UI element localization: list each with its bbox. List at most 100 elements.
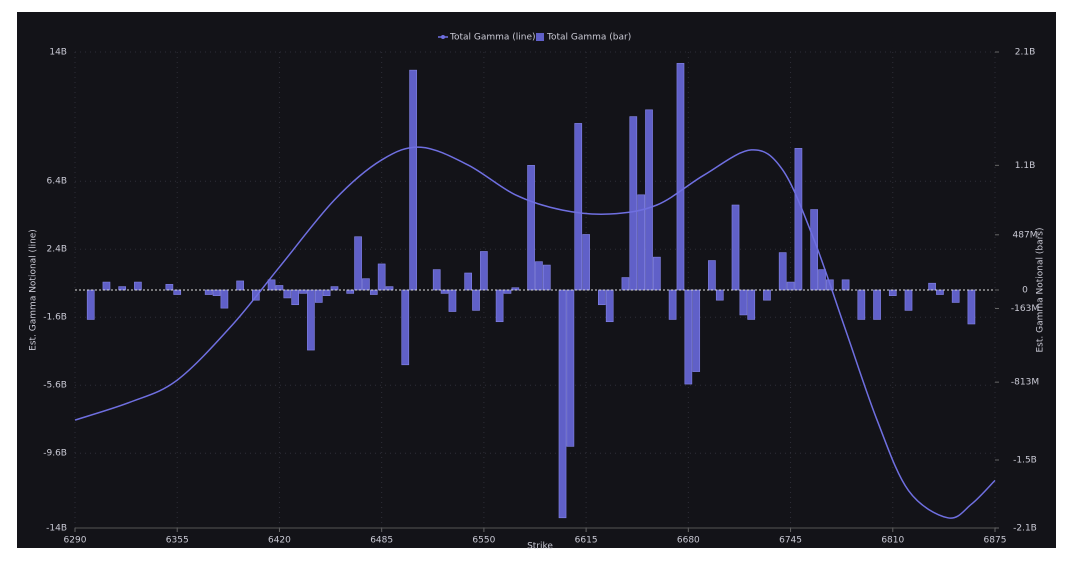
bar (118, 286, 127, 291)
legend-label[interactable]: Total Gamma (bar) (546, 33, 631, 43)
x-tick-label: 6680 (677, 536, 700, 546)
bar (574, 123, 583, 291)
bar (330, 286, 339, 291)
bar (503, 289, 512, 294)
bar (668, 289, 677, 320)
bar (692, 289, 701, 372)
bar (346, 289, 355, 294)
bar (653, 256, 661, 291)
bar (739, 289, 748, 316)
bar (676, 63, 685, 291)
bar (841, 279, 850, 291)
bar (527, 165, 535, 291)
y2-tick-label: -1.5B (1013, 456, 1037, 466)
y-tick-label: -1.6B (43, 313, 67, 323)
bar (629, 116, 638, 291)
x-tick-label: 6810 (881, 536, 904, 546)
bar (362, 278, 370, 291)
bar (967, 289, 976, 325)
y-tick-label: 6.4B (47, 177, 68, 187)
bar (582, 234, 590, 291)
x-tick-label: 6875 (984, 536, 1007, 546)
bar (291, 289, 300, 306)
bar (558, 289, 567, 519)
y2-axis-title: Est. Gamma Notional (bars) (1036, 227, 1046, 352)
bar (432, 269, 441, 291)
bar (951, 289, 960, 303)
bar (275, 285, 284, 291)
bar (267, 279, 276, 291)
bar (818, 269, 826, 291)
y-tick-label: -5.6B (43, 381, 67, 391)
bar (314, 289, 323, 303)
bar (401, 289, 410, 366)
y2-tick-label: 1.1B (1015, 161, 1036, 171)
bar (786, 281, 795, 291)
x-tick-label: 6615 (575, 536, 598, 546)
y2-tick-label: 487M (1013, 230, 1038, 240)
bar (495, 289, 504, 323)
bar (307, 289, 315, 351)
bar (220, 289, 229, 309)
x-tick-label: 6550 (472, 536, 495, 546)
y-tick-label: 14B (49, 48, 67, 58)
bar (165, 284, 174, 291)
y-tick-label: -9.6B (43, 449, 67, 459)
y2-tick-label: -2.1B (1013, 524, 1037, 534)
bar (369, 289, 378, 295)
x-tick-label: 6420 (268, 536, 291, 546)
bar (448, 289, 457, 312)
bar (377, 263, 386, 291)
y2-tick-label: 2.1B (1015, 48, 1036, 58)
legend-swatch[interactable] (536, 33, 544, 41)
bar (936, 289, 944, 295)
bar (810, 209, 818, 291)
bar (597, 289, 606, 306)
x-axis-title: Strike (527, 542, 553, 552)
legend-swatch[interactable] (441, 35, 445, 39)
bar (385, 286, 394, 291)
bar (354, 236, 362, 291)
bar (873, 289, 881, 320)
bar (708, 260, 716, 291)
bar (888, 289, 897, 296)
bar (778, 252, 787, 291)
bar (763, 289, 771, 301)
bar (747, 289, 756, 320)
bar (440, 289, 449, 294)
bar (322, 289, 331, 296)
y2-tick-label: -163M (1011, 304, 1039, 314)
bar (566, 289, 575, 447)
bar (173, 289, 182, 295)
bar (283, 289, 292, 299)
y2-tick-label: -813M (1011, 378, 1039, 388)
bar (236, 280, 244, 291)
legend-label[interactable]: Total Gamma (line) (449, 33, 536, 43)
bar (605, 289, 614, 323)
bar (102, 281, 111, 291)
bar (904, 289, 913, 311)
bar (715, 289, 724, 301)
bar (857, 289, 866, 320)
bar (928, 282, 936, 291)
bar (684, 289, 693, 385)
y2-tick-label: 0 (1022, 286, 1028, 296)
bar (464, 272, 473, 291)
y-tick-label: -14B (46, 524, 67, 534)
x-tick-label: 6290 (64, 536, 87, 546)
bar (409, 69, 417, 291)
y-tick-label: 2.4B (47, 245, 68, 255)
bar (204, 289, 213, 295)
bar (134, 281, 142, 291)
bar (621, 277, 630, 291)
x-tick-label: 6485 (370, 536, 393, 546)
bar (794, 148, 803, 291)
bar (212, 289, 221, 296)
bar (645, 109, 653, 291)
x-tick-label: 6355 (166, 536, 189, 546)
bar (480, 251, 488, 291)
bar (299, 289, 307, 294)
line (74, 146, 996, 519)
x-tick-label: 6745 (779, 536, 802, 546)
